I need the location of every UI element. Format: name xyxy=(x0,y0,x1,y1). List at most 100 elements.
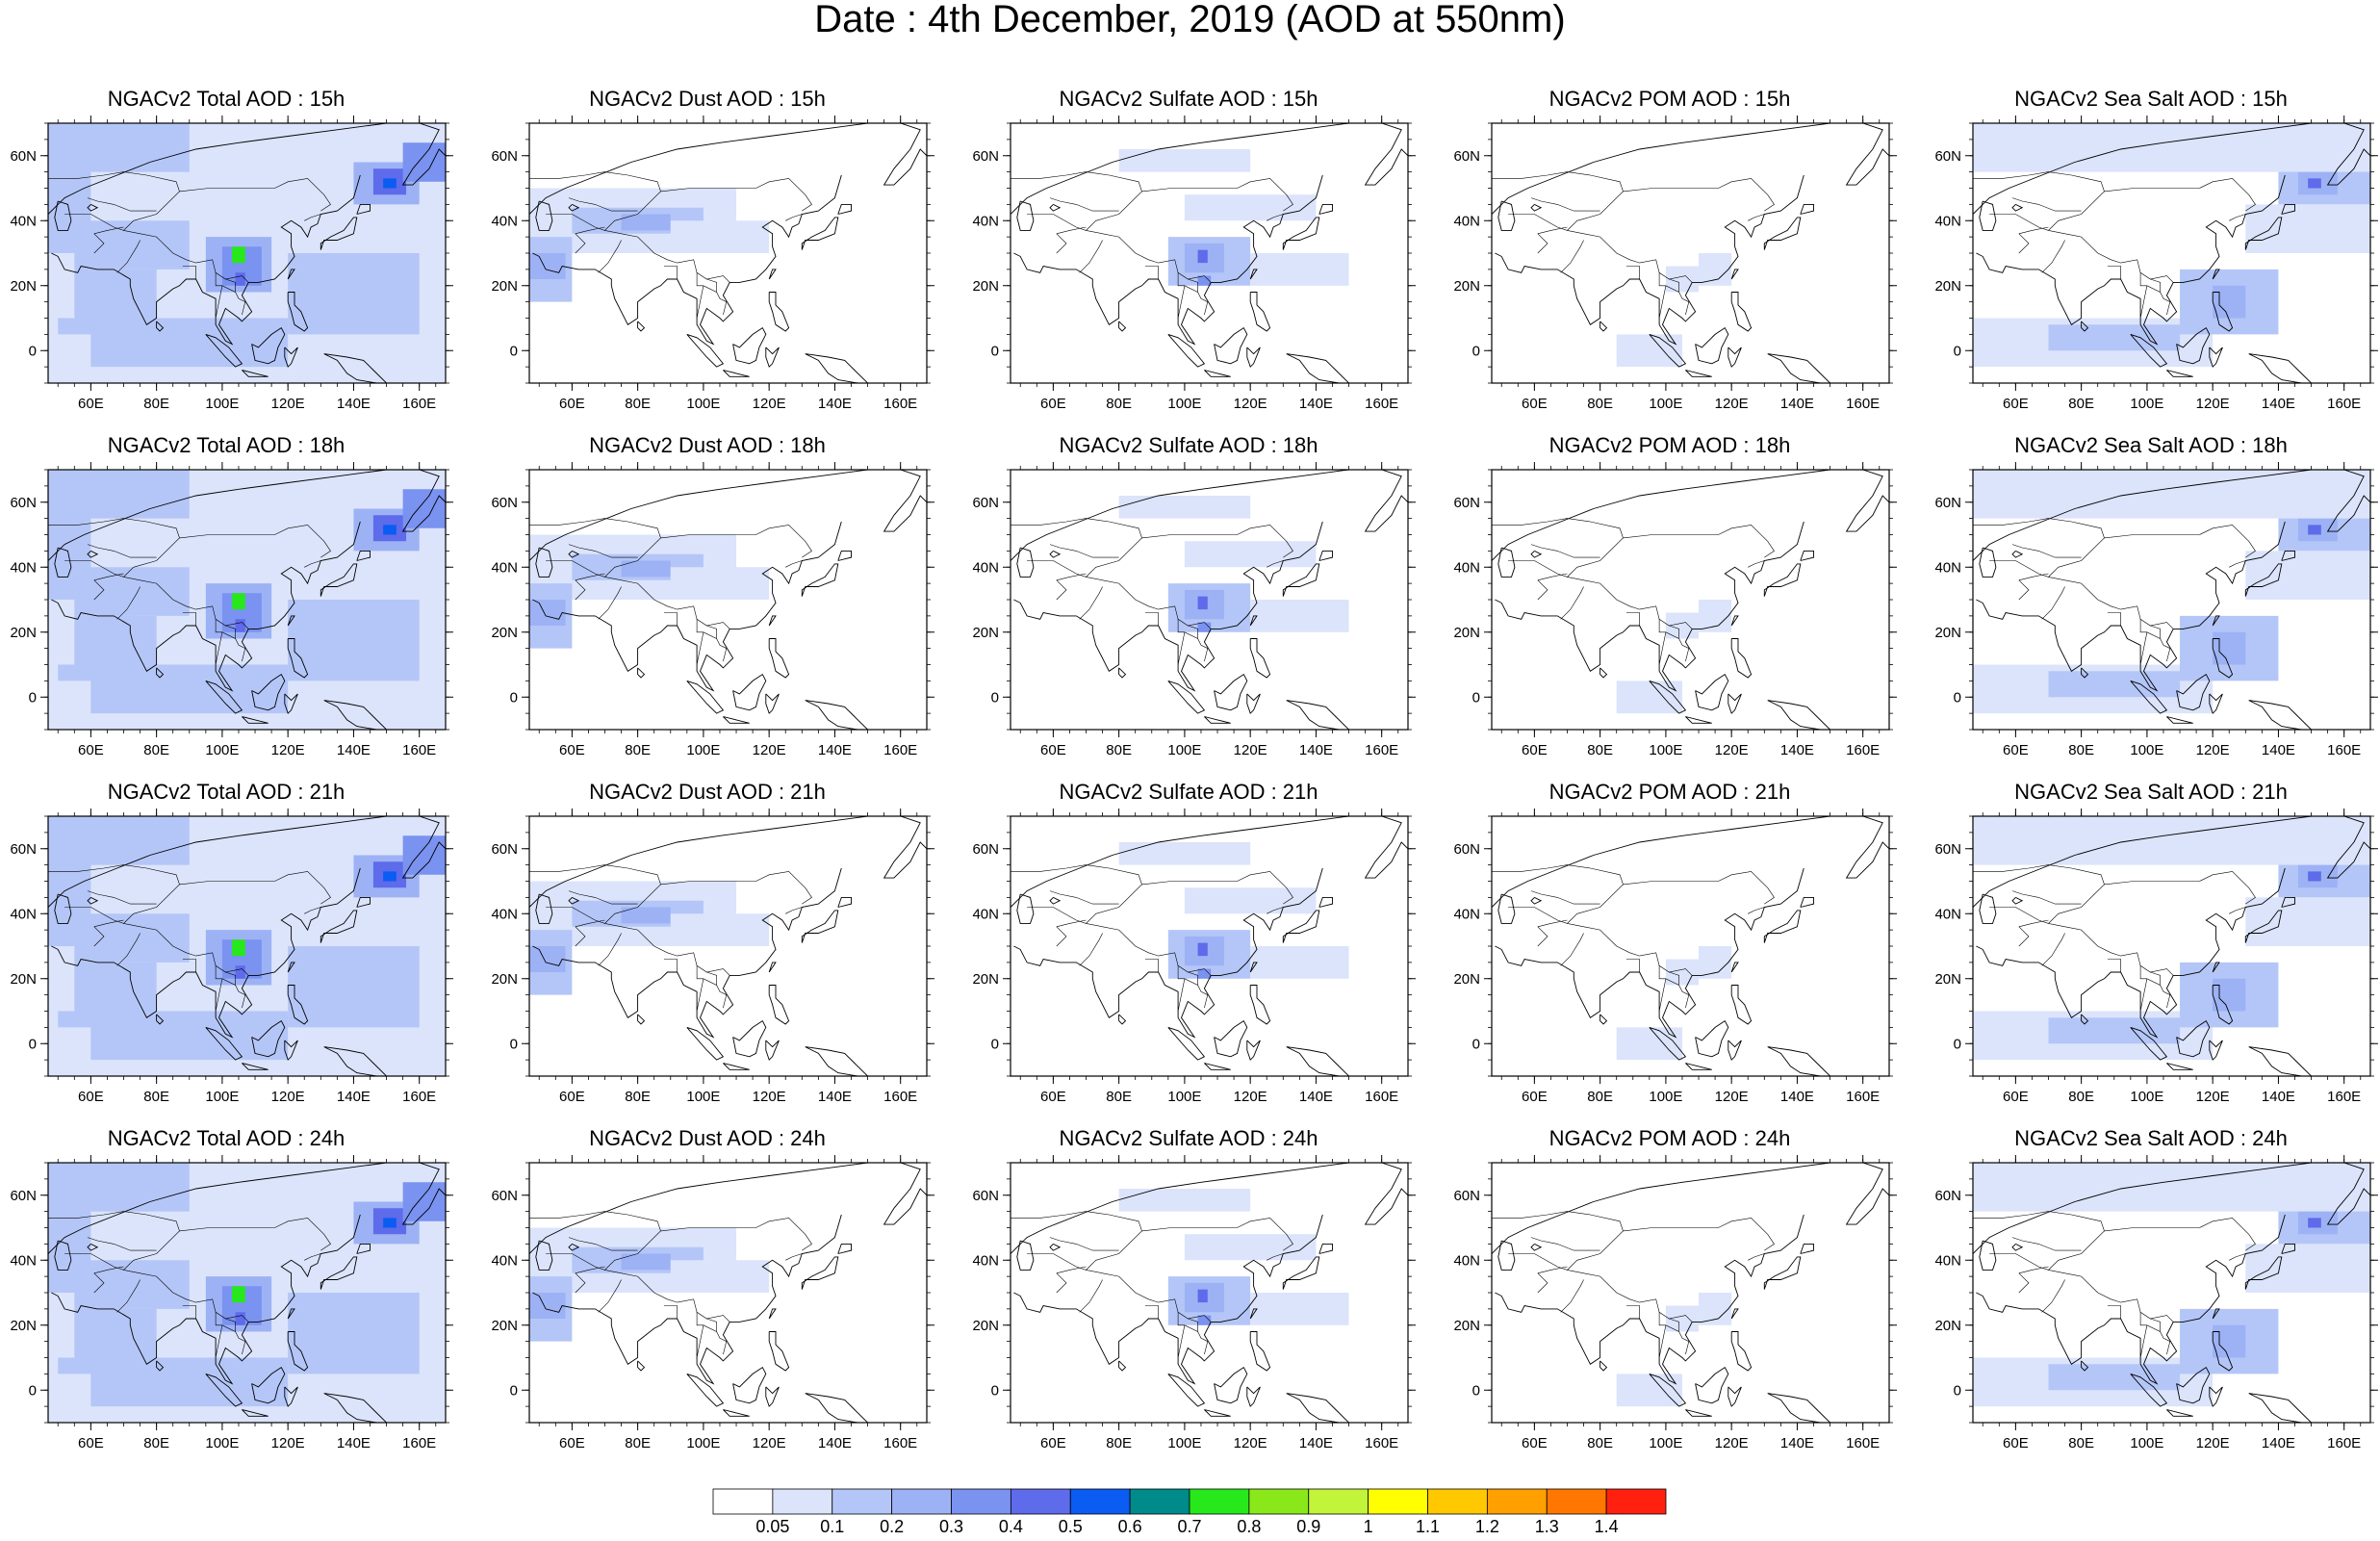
country-border xyxy=(225,1318,236,1332)
colorbar-label: 0.8 xyxy=(1237,1517,1261,1536)
coastline xyxy=(2209,347,2223,368)
coastline xyxy=(2209,1386,2223,1407)
aod-cell xyxy=(1665,612,1700,639)
coastline xyxy=(1167,1373,1206,1407)
lat-tick-label: 0 xyxy=(1954,1382,1961,1399)
country-border xyxy=(2150,278,2161,293)
coastline xyxy=(1249,269,1258,280)
coastline xyxy=(242,1409,269,1417)
coastline xyxy=(1497,893,1516,924)
lon-tick-label: 80E xyxy=(2068,1435,2094,1451)
lon-tick-label: 60E xyxy=(2003,1435,2029,1451)
coastline xyxy=(242,1063,269,1070)
coastline xyxy=(251,673,286,711)
country-border xyxy=(1989,1253,2174,1323)
country-border xyxy=(48,171,180,192)
country-border xyxy=(2018,1266,2049,1274)
lat-tick-label: 20N xyxy=(10,278,37,295)
aod-cell xyxy=(621,560,671,578)
map-plot: 60E 80E 100E 120E 140E 160E 60N 40N 20N 0 xyxy=(1934,462,2378,758)
country-border xyxy=(1086,178,1293,231)
coastline xyxy=(1727,1386,1742,1407)
coastline xyxy=(48,470,446,561)
lon-tick-label: 120E xyxy=(1234,1089,1267,1105)
lon-tick-label: 160E xyxy=(883,1089,917,1105)
lat-tick-label: 0 xyxy=(1472,1382,1480,1399)
coastline xyxy=(2011,550,2024,558)
country-border xyxy=(1086,871,1293,924)
country-border xyxy=(1086,525,1293,578)
lat-tick-label: 0 xyxy=(1954,689,1961,706)
country-border xyxy=(1267,560,1284,568)
lon-tick-label: 80E xyxy=(2068,1089,2094,1105)
aod-cell xyxy=(90,1211,321,1261)
lon-tick-label: 120E xyxy=(2196,1435,2230,1451)
coastline xyxy=(51,867,361,1039)
lon-tick-label: 160E xyxy=(883,396,917,412)
coastline xyxy=(2166,1063,2193,1070)
aod-cell xyxy=(1197,968,1212,979)
panel-title: NGACv2 POM AOD : 21h xyxy=(1548,780,1791,804)
colorbar-swatch xyxy=(772,1488,833,1515)
colorbar-swatch xyxy=(1129,1488,1190,1515)
coastline xyxy=(1685,370,1712,377)
lon-tick-label: 80E xyxy=(625,396,651,412)
country-border xyxy=(1508,560,1693,629)
lon-tick-label: 160E xyxy=(1365,1089,1398,1105)
lon-tick-label: 60E xyxy=(1522,1089,1548,1105)
country-border xyxy=(1056,1266,1087,1274)
lon-tick-label: 160E xyxy=(2327,742,2361,758)
coastline xyxy=(2081,1014,2089,1025)
lat-tick-label: 40N xyxy=(1453,1252,1480,1269)
lon-tick-label: 100E xyxy=(205,1435,239,1451)
country-border xyxy=(2139,631,2148,665)
aod-cell xyxy=(1197,275,1212,286)
colorbar: 0.05 0.1 0.2 0.3 0.4 0.5 0.6 0.7 0.8 0.9 1 1.1 1.2 1.… xyxy=(712,1488,1667,1536)
lat-tick-label: 60N xyxy=(1453,1188,1480,1204)
country-border xyxy=(93,1272,105,1294)
country-border xyxy=(2229,214,2246,221)
lat-tick-label: 0 xyxy=(510,1382,518,1399)
coastline xyxy=(765,1386,780,1407)
country-border xyxy=(604,525,812,578)
lon-tick-label: 160E xyxy=(2327,1435,2361,1451)
coastline xyxy=(768,269,777,280)
lat-tick-label: 20N xyxy=(1934,278,1961,295)
panel-title: NGACv2 Sulfate AOD : 18h xyxy=(1059,433,1318,457)
country-border xyxy=(529,171,661,192)
lat-tick-label: 40N xyxy=(10,1252,37,1269)
aod-cell xyxy=(1616,1027,1682,1061)
lat-tick-label: 20N xyxy=(1453,278,1480,295)
coastline xyxy=(723,1409,750,1417)
country-border xyxy=(2229,907,2246,914)
coastline xyxy=(2176,1019,2211,1058)
country-border xyxy=(93,1266,124,1274)
coastline xyxy=(1727,1040,1742,1061)
coastline xyxy=(768,615,777,627)
aod-cell xyxy=(529,600,566,626)
lon-tick-label: 60E xyxy=(78,1435,104,1451)
coastline xyxy=(1599,667,1608,679)
lon-tick-label: 160E xyxy=(402,1435,436,1451)
colorbar-swatch xyxy=(1486,1488,1548,1515)
lon-tick-label: 60E xyxy=(1040,1089,1066,1105)
lon-tick-label: 80E xyxy=(143,742,169,758)
country-border xyxy=(1056,233,1067,254)
coastline xyxy=(54,1240,72,1271)
lon-tick-label: 140E xyxy=(1780,1089,1814,1105)
coastline xyxy=(2248,1046,2313,1076)
country-border xyxy=(575,579,586,601)
coastline xyxy=(323,700,388,730)
lat-tick-label: 20N xyxy=(491,278,518,295)
lat-tick-label: 0 xyxy=(1472,1036,1480,1052)
colorbar-label: 1.1 xyxy=(1416,1517,1440,1536)
lon-tick-label: 100E xyxy=(2130,396,2163,412)
aod-cell xyxy=(1197,942,1208,957)
country-border xyxy=(546,1253,730,1323)
coastline xyxy=(1976,867,2286,1039)
coastline xyxy=(1979,547,1997,578)
lon-tick-label: 140E xyxy=(818,396,852,412)
country-border xyxy=(1537,926,1548,947)
country-border xyxy=(1027,560,1212,629)
coastline xyxy=(1973,1163,2370,1254)
